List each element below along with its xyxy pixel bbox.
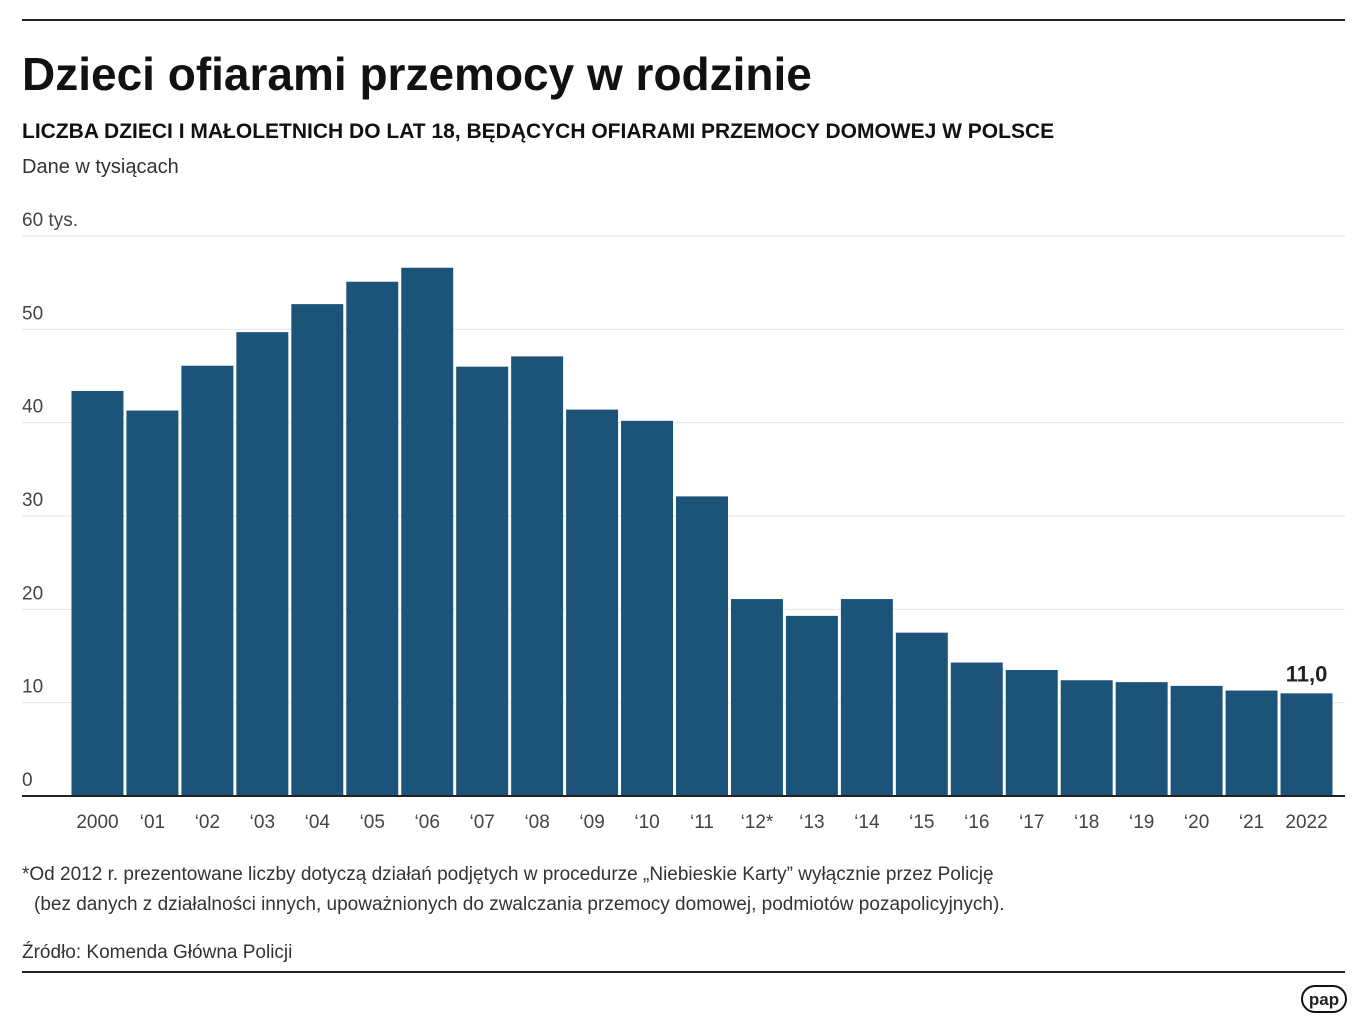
value-label: 11,0 [1286,661,1328,686]
bar [1170,685,1223,796]
x-tick-label: ‘07 [469,812,494,833]
bar [1280,693,1333,796]
bar [621,420,674,796]
chart-subtitle: LICZBA DZIECI I MAŁOLETNICH DO LAT 18, B… [22,120,1054,143]
bar [785,615,838,796]
x-tick-label: ‘08 [524,812,549,833]
bar [1060,680,1113,796]
x-tick-label: ‘13 [799,812,824,833]
x-tick-label: ‘19 [1129,812,1154,833]
x-tick-label: ‘10 [634,812,659,833]
unit-note: Dane w tysiącach [22,156,179,178]
y-tick-label: 40 [22,397,43,418]
x-tick-label: ‘04 [305,812,331,833]
x-tick-label: ‘21 [1239,812,1264,833]
x-tick-label: ‘06 [415,812,440,833]
footnote: *Od 2012 r. prezentowane liczby dotyczą … [22,864,994,885]
bar [291,304,344,796]
bar [401,267,454,796]
source: Źródło: Komenda Główna Policji [22,942,292,963]
x-tick-label: ‘05 [360,812,385,833]
footnote: (bez danych z działalności innych, upowa… [34,894,1005,915]
x-tick-label: ‘14 [854,812,880,833]
x-tick-label: ‘01 [140,812,165,833]
y-tick-label: 20 [22,583,43,604]
x-tick-label: ‘15 [909,812,934,833]
bar [676,496,728,796]
bar [1005,670,1058,796]
x-tick-label: ‘11 [690,812,714,833]
chart-title: Dzieci ofiarami przemocy w rodzinie [22,48,812,100]
bar [730,599,783,796]
y-tick-label: 50 [22,303,43,324]
bar [566,409,619,796]
y-tick-label: 0 [22,770,33,791]
bar [181,365,234,796]
bar [1115,682,1168,796]
bar [236,332,289,796]
bar [126,410,179,796]
x-tick-label: ‘16 [964,812,989,833]
bar [1225,690,1278,796]
x-tick-label: 2000 [76,812,118,833]
y-tick-label: 30 [22,490,43,511]
bar [950,662,1003,796]
bar [456,366,509,796]
x-tick-label: ‘18 [1074,812,1099,833]
x-tick-label: ‘09 [579,812,604,833]
x-tick-label: ‘17 [1019,812,1044,833]
y-tick-label: 10 [22,677,43,698]
bar [840,599,893,796]
x-tick-label: ‘20 [1184,812,1209,833]
y-tick-label: 60 tys. [22,210,78,231]
x-tick-label: 2022 [1285,812,1327,833]
bar [511,356,564,796]
x-tick-label: ‘12* [741,812,774,833]
logo: pap [1309,990,1339,1009]
x-tick-label: ‘02 [195,812,220,833]
x-tick-label: ‘03 [250,812,275,833]
bar [346,281,399,796]
logo-frame [1301,985,1347,1013]
bar [895,632,948,796]
bar [71,390,124,796]
